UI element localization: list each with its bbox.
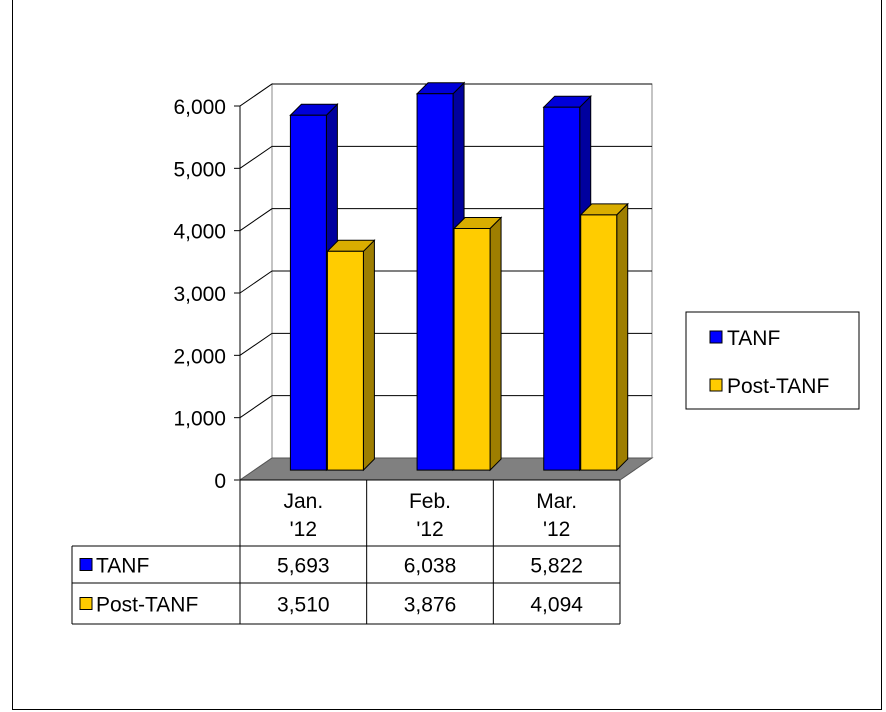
table-cell: 3,510 bbox=[277, 594, 330, 617]
legend-box bbox=[685, 311, 860, 410]
legend-label: TANF bbox=[727, 327, 780, 350]
legend-label: Post-TANF bbox=[727, 375, 829, 398]
bar-front bbox=[580, 214, 618, 471]
bar-front bbox=[289, 114, 327, 471]
y-tick-label: 6,000 bbox=[173, 96, 226, 119]
bar-post-tanf bbox=[326, 239, 376, 472]
legend: TANF Post-TANF bbox=[685, 311, 860, 410]
x-tick-label: Feb. bbox=[409, 490, 451, 513]
gridline bbox=[239, 395, 652, 419]
bar-post-tanf bbox=[452, 216, 503, 472]
bar-front bbox=[416, 93, 454, 471]
gridlines bbox=[234, 83, 652, 481]
table-row-label: TANF bbox=[96, 555, 149, 578]
legend-key bbox=[709, 330, 723, 344]
gridline bbox=[239, 83, 652, 107]
table-cell: 4,094 bbox=[530, 594, 583, 617]
y-tick-label: 3,000 bbox=[173, 283, 226, 306]
y-tick-label: 0 bbox=[214, 470, 226, 493]
y-tick-label: 2,000 bbox=[173, 345, 226, 368]
table-legend-key bbox=[79, 597, 93, 610]
bar-front bbox=[543, 106, 581, 471]
bar-post-tanf bbox=[579, 202, 629, 472]
x-tick-label: '12 bbox=[543, 518, 570, 541]
bars bbox=[289, 81, 629, 472]
y-tick-label: 5,000 bbox=[173, 158, 226, 181]
x-tick-label: Jan. bbox=[283, 490, 323, 513]
gridline bbox=[239, 270, 652, 294]
bar-front bbox=[326, 250, 364, 471]
y-tick-label: 1,000 bbox=[173, 408, 226, 431]
legend-key bbox=[709, 378, 723, 392]
gridline bbox=[239, 145, 652, 169]
table-cell: 5,693 bbox=[277, 555, 330, 578]
gridline bbox=[239, 332, 652, 356]
bar-side bbox=[489, 216, 502, 472]
data-table: Jan. '12 Feb. '12 Mar. '12 TANF 5,693 6,038 5,822… bbox=[71, 479, 621, 625]
table-cell: 5,822 bbox=[530, 555, 583, 578]
table-cell: 6,038 bbox=[404, 555, 457, 578]
bar-front bbox=[453, 227, 491, 471]
bar-side bbox=[362, 239, 375, 472]
x-tick-label: '12 bbox=[416, 518, 443, 541]
gridline bbox=[239, 208, 652, 232]
table-row-label: Post-TANF bbox=[96, 594, 198, 617]
x-tick-label: '12 bbox=[290, 518, 317, 541]
table-cell: 3,876 bbox=[404, 594, 457, 617]
x-tick-label: Mar. bbox=[536, 490, 577, 513]
bar-side bbox=[616, 202, 629, 472]
table-legend-key bbox=[79, 558, 93, 571]
y-tick-label: 4,000 bbox=[173, 221, 226, 244]
